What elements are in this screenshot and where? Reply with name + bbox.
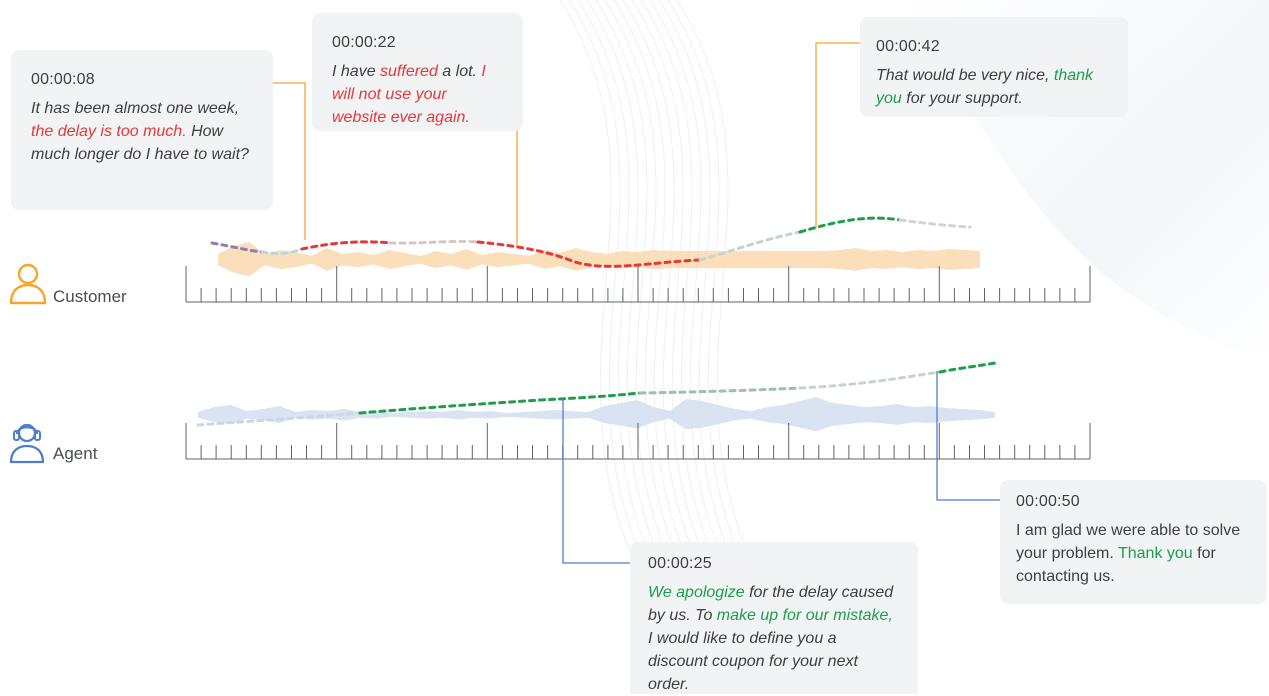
message-segment-positive: thank you <box>876 67 1094 107</box>
customer-sentiment-positive <box>798 216 902 234</box>
agent-sentiment-fade <box>798 370 942 390</box>
agent-ruler <box>185 423 1091 460</box>
customer-waveform <box>218 242 980 277</box>
customer-icon <box>8 262 48 306</box>
message-timestamp: 00:00:08 <box>31 71 95 88</box>
customer-ruler <box>185 266 1091 303</box>
message-bubble-customer-3: 00:00:42 That would be very nice, thank … <box>860 17 1128 117</box>
message-bubble-customer-1: 00:00:08 It has been almost one week, th… <box>11 50 273 210</box>
customer-sentiment-negative <box>476 240 702 268</box>
message-bubble-agent-2: 00:00:50 I am glad we were able to solve… <box>1000 480 1267 604</box>
agent-waveform <box>198 397 995 432</box>
customer-sentiment-start <box>210 241 264 254</box>
message-bubble-agent-1: 00:00:25 We apologize for the delay caus… <box>630 542 918 694</box>
message-segment-neutral: That would be very nice, <box>876 67 1054 84</box>
customer-sentiment-negative <box>300 240 392 251</box>
connector-agent-2 <box>936 371 1007 501</box>
message-segment-neutral: It has been almost one week, <box>31 100 240 117</box>
message-segment-positive: make up for our mistake, <box>716 607 893 624</box>
connector-agent-1 <box>562 398 637 564</box>
agent-sentiment-neutral <box>638 386 802 395</box>
customer-sentiment-neutral <box>388 239 480 245</box>
message-text: I have suffered a lot. I will not use yo… <box>332 60 503 129</box>
message-segment-positive: Thank you <box>1117 545 1193 562</box>
customer-label: Customer <box>53 287 127 306</box>
message-timestamp: 00:00:22 <box>332 34 396 51</box>
message-segment-neutral: for the delay caused by us. To <box>648 584 894 624</box>
message-segment-neutral: for contacting us. <box>1016 545 1216 585</box>
message-segment-neutral: How much longer do I have to wait? <box>31 123 249 163</box>
customer-sentiment-neutral <box>698 230 802 262</box>
message-segment-positive: We apologize <box>648 584 745 601</box>
message-text: I am glad we were able to solve your pro… <box>1016 519 1247 588</box>
agent-label: Agent <box>53 444 98 463</box>
message-text: It has been almost one week, the delay i… <box>31 97 253 166</box>
agent-sentiment-neutral <box>196 411 362 427</box>
message-bubble-customer-2: 00:00:22 I have suffered a lot. I will n… <box>312 13 523 131</box>
message-segment-negative: the delay is too much. <box>31 123 187 140</box>
message-segment-negative: I will not use your website ever again. <box>332 63 486 126</box>
agent-sentiment-positive <box>938 361 997 374</box>
message-segment-negative: suffered <box>380 63 438 80</box>
connector-customer-3 <box>815 42 870 228</box>
message-timestamp: 00:00:25 <box>648 555 712 572</box>
headset-agent-icon <box>8 420 46 464</box>
message-text: We apologize for the delay caused by us.… <box>648 581 898 696</box>
message-text: That would be very nice, thank you for y… <box>876 64 1108 110</box>
customer-sentiment-neutral <box>260 247 304 255</box>
message-timestamp: 00:00:42 <box>876 38 940 55</box>
message-segment-neutral: I have <box>332 63 381 80</box>
message-segment-neutral: I would like to define you a discount co… <box>648 630 858 693</box>
message-timestamp: 00:00:50 <box>1016 493 1080 510</box>
agent-sentiment-positive <box>358 391 642 415</box>
message-segment-neutral: a lot. <box>437 63 482 80</box>
message-segment-neutral: I am glad we were able to solve your pro… <box>1016 522 1241 562</box>
message-segment-neutral: for your support. <box>901 90 1023 107</box>
customer-sentiment-fade <box>898 218 972 229</box>
